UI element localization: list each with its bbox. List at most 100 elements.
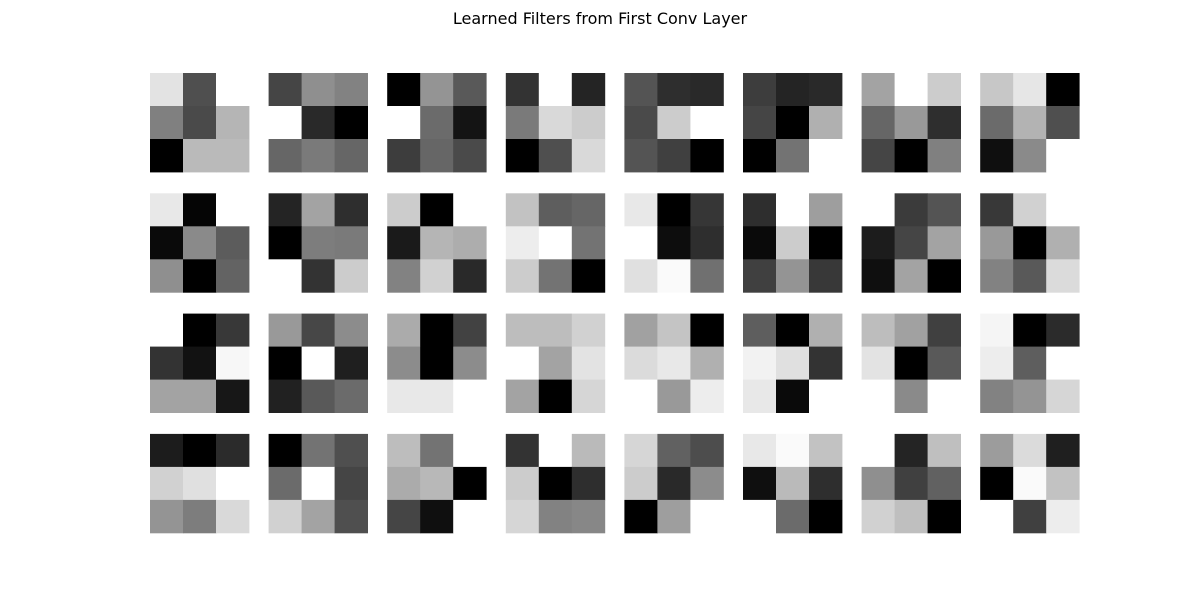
filter-12-cell-0-2 xyxy=(571,193,606,227)
filter-panel-20 xyxy=(505,313,606,413)
filter-4-cell-2-1 xyxy=(538,139,573,173)
filter-27-cell-0-1 xyxy=(420,433,454,468)
filter-32-cell-2-1 xyxy=(1013,499,1047,534)
filter-16-cell-0-0 xyxy=(980,193,1014,227)
filter-25-cell-1-1 xyxy=(183,466,217,501)
filter-6-cell-0-1 xyxy=(776,73,810,107)
filter-21-cell-2-1 xyxy=(657,379,691,413)
filter-panel-10 xyxy=(268,193,368,293)
filter-30-cell-2-1 xyxy=(776,499,810,534)
filter-30-cell-0-1 xyxy=(776,433,810,468)
filter-17-cell-0-0 xyxy=(150,313,184,347)
filter-3-cell-0-2 xyxy=(453,73,487,107)
filter-21-cell-1-1 xyxy=(657,346,691,380)
filter-20-cell-0-2 xyxy=(571,313,606,347)
filter-4-cell-2-2 xyxy=(571,139,606,173)
filter-8-cell-2-0 xyxy=(980,139,1014,173)
filter-31-cell-0-0 xyxy=(861,433,895,468)
filter-10-cell-2-0 xyxy=(268,259,302,293)
filter-14-cell-2-2 xyxy=(809,259,843,293)
filter-4-cell-1-2 xyxy=(571,106,606,140)
filter-panel-15 xyxy=(861,193,961,293)
filter-11-cell-2-0 xyxy=(387,259,421,293)
filter-30-cell-2-0 xyxy=(743,499,777,534)
filter-panel-5 xyxy=(624,73,724,173)
filter-9-cell-2-1 xyxy=(183,259,217,293)
filter-1-cell-2-2 xyxy=(216,139,250,173)
filter-29-cell-2-0 xyxy=(624,499,658,534)
filter-16-cell-1-0 xyxy=(980,226,1014,260)
filter-11-cell-0-2 xyxy=(453,193,487,227)
filter-15-cell-0-0 xyxy=(861,193,895,227)
filter-26-cell-1-0 xyxy=(268,466,302,501)
filter-14-cell-1-1 xyxy=(776,226,810,260)
filter-9-cell-1-1 xyxy=(183,226,217,260)
filter-22-cell-1-0 xyxy=(743,346,777,380)
filter-21-cell-1-0 xyxy=(624,346,658,380)
filter-28-cell-1-1 xyxy=(538,466,573,501)
filter-1-cell-0-0 xyxy=(150,73,184,107)
filter-20-cell-1-1 xyxy=(538,346,573,380)
filter-29-cell-0-2 xyxy=(690,433,724,468)
filter-18-cell-1-1 xyxy=(301,346,335,380)
filter-18-cell-1-0 xyxy=(268,346,302,380)
filter-panel-21 xyxy=(624,313,724,413)
filter-panel-8 xyxy=(980,73,1080,173)
filter-7-cell-0-2 xyxy=(927,73,961,107)
filter-11-cell-0-1 xyxy=(420,193,454,227)
chart-title: Learned Filters from First Conv Layer xyxy=(452,9,748,28)
filter-24-cell-0-2 xyxy=(1046,313,1080,347)
filter-23-cell-1-0 xyxy=(861,346,895,380)
filter-11-cell-2-1 xyxy=(420,259,454,293)
filter-23-cell-0-1 xyxy=(894,313,928,347)
filter-8-cell-2-1 xyxy=(1013,139,1047,173)
filter-2-cell-2-1 xyxy=(301,139,335,173)
filter-23-cell-2-1 xyxy=(894,379,928,413)
filter-31-cell-2-1 xyxy=(894,499,928,534)
filter-5-cell-0-2 xyxy=(690,73,724,107)
filter-10-cell-2-1 xyxy=(301,259,335,293)
filter-panel-17 xyxy=(150,313,250,413)
filter-30-cell-1-0 xyxy=(743,466,777,501)
filter-panel-3 xyxy=(387,73,487,173)
filter-18-cell-2-0 xyxy=(268,379,302,413)
filter-31-cell-1-2 xyxy=(927,466,961,501)
filter-panel-1 xyxy=(150,73,250,173)
filter-22-cell-1-1 xyxy=(776,346,810,380)
filter-panel-11 xyxy=(387,193,487,293)
filter-22-cell-0-2 xyxy=(809,313,843,347)
filter-5-cell-0-0 xyxy=(624,73,658,107)
filter-4-cell-0-1 xyxy=(538,73,573,107)
filter-13-cell-2-1 xyxy=(657,259,691,293)
filter-8-cell-1-2 xyxy=(1046,106,1080,140)
filter-panel-13 xyxy=(624,193,724,293)
filter-22-cell-0-0 xyxy=(743,313,777,347)
filter-6-cell-0-2 xyxy=(809,73,843,107)
filter-29-cell-1-2 xyxy=(690,466,724,501)
filter-5-cell-1-1 xyxy=(657,106,691,140)
filter-10-cell-0-0 xyxy=(268,193,302,227)
filter-29-cell-0-1 xyxy=(657,433,691,468)
filter-21-cell-2-0 xyxy=(624,379,658,413)
filter-17-cell-2-1 xyxy=(183,379,217,413)
filter-panel-12 xyxy=(505,193,606,293)
filter-8-cell-1-0 xyxy=(980,106,1014,140)
filter-8-cell-2-2 xyxy=(1046,139,1080,173)
filter-15-cell-0-1 xyxy=(894,193,928,227)
filter-20-cell-0-1 xyxy=(538,313,573,347)
filter-16-cell-2-0 xyxy=(980,259,1014,293)
filter-2-cell-1-2 xyxy=(334,106,368,140)
filter-panel-7 xyxy=(861,73,961,173)
filter-21-cell-0-1 xyxy=(657,313,691,347)
filter-panel-14 xyxy=(743,193,843,293)
filter-7-cell-1-0 xyxy=(861,106,895,140)
filter-5-cell-1-2 xyxy=(690,106,724,140)
filter-27-cell-1-1 xyxy=(420,466,454,501)
filter-21-cell-2-2 xyxy=(690,379,724,413)
filter-7-cell-2-0 xyxy=(861,139,895,173)
filter-6-cell-1-2 xyxy=(809,106,843,140)
filter-23-cell-0-2 xyxy=(927,313,961,347)
filter-16-cell-2-1 xyxy=(1013,259,1047,293)
filter-1-cell-1-0 xyxy=(150,106,184,140)
filter-27-cell-0-2 xyxy=(453,433,487,468)
